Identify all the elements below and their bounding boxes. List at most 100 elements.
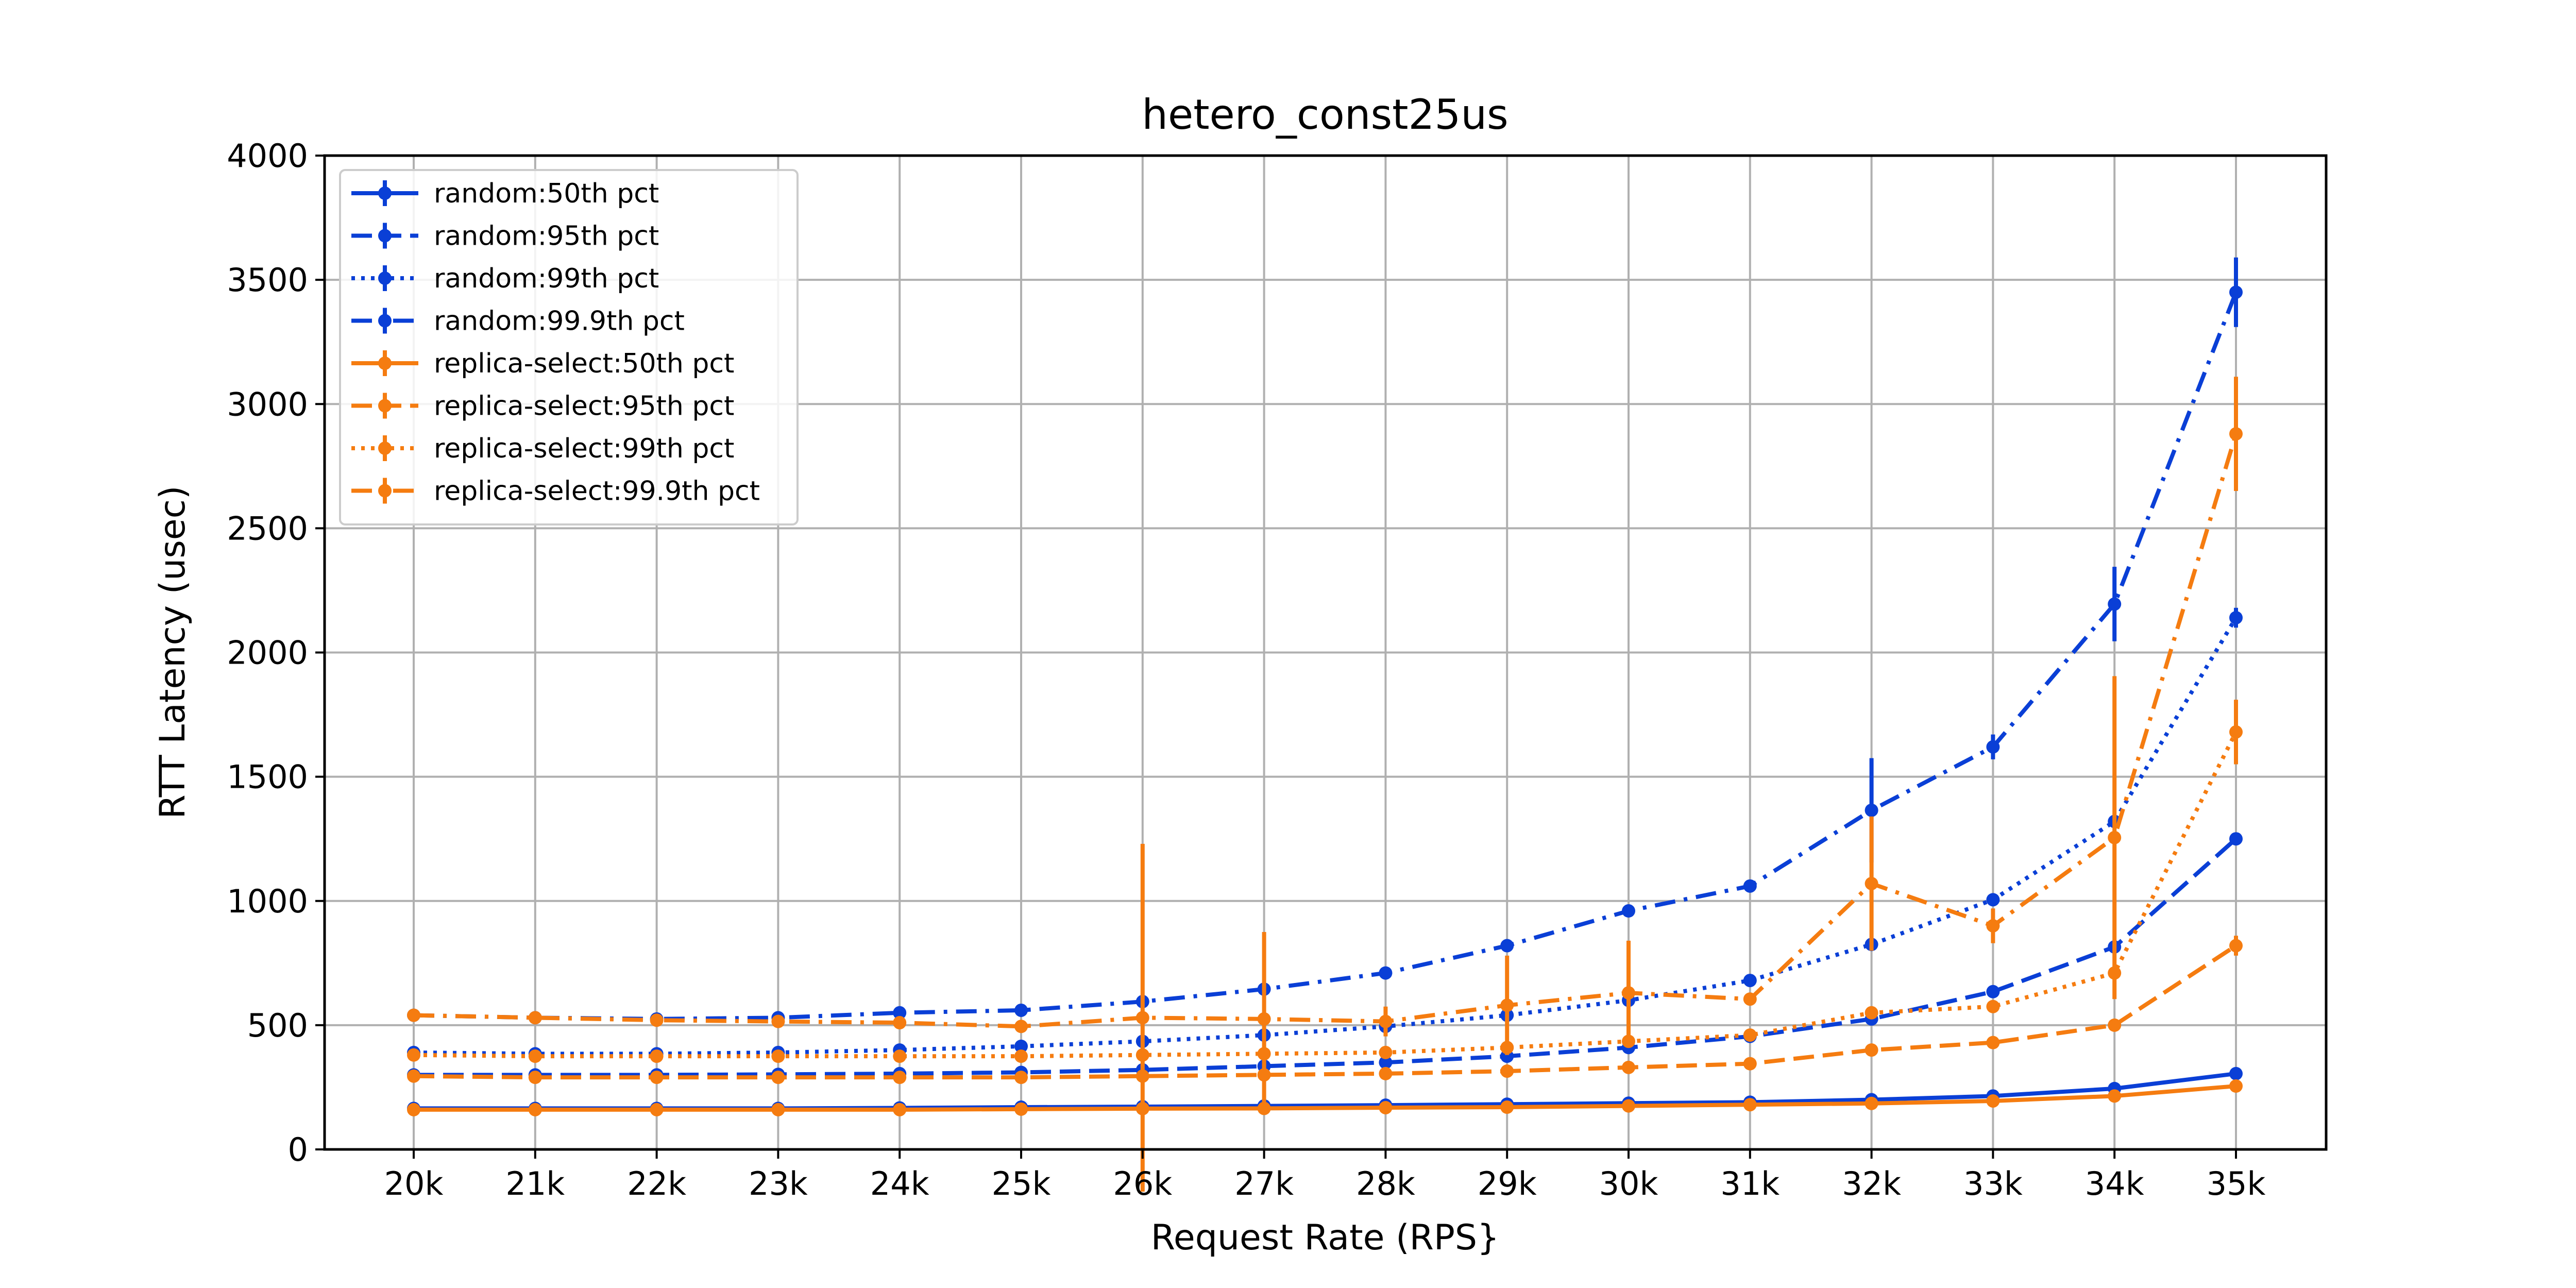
data-point [893,1049,907,1063]
data-point [1379,1066,1393,1080]
data-point [893,1103,907,1116]
data-point [1014,1020,1028,1033]
legend-label: random:50th pct [434,178,659,209]
data-point [2229,285,2243,299]
legend-entry: random:99th pct [351,263,659,294]
data-point [1379,1056,1393,1070]
data-point [1986,1036,2000,1049]
legend-marker [378,272,392,285]
x-tick-label: 32k [1842,1165,1901,1202]
legend-marker [378,484,392,498]
series-line [414,1084,2236,1112]
data-point [2229,427,2243,441]
data-point [1865,1096,1878,1110]
data-point [1622,1099,1635,1113]
data-point [771,1071,785,1084]
data-point [1865,876,1878,890]
x-axis-label: Request Rate (RPS} [1151,1217,1500,1258]
data-point [1986,919,2000,933]
data-point [2229,1079,2243,1093]
legend-marker [378,187,392,200]
data-point [1014,1071,1028,1084]
legend-marker [378,399,392,413]
x-tick-label: 24k [870,1165,929,1202]
data-point [1379,966,1393,980]
data-point [1865,803,1878,817]
series-5 [407,1079,2243,1116]
data-point [1014,1049,1028,1063]
data-point [771,1049,785,1063]
data-point [1014,1102,1028,1116]
legend-label: random:99th pct [434,263,659,294]
data-point [893,1016,907,1030]
x-tick-label: 29k [1478,1165,1537,1202]
data-point [1379,1100,1393,1114]
legend-entry: random:99.9th pct [351,306,685,337]
legend-label: random:99.9th pct [434,306,685,337]
legend-box [339,169,799,526]
data-point [1014,1003,1028,1017]
series-line [413,291,2238,1021]
data-point [407,1008,420,1022]
x-tick-label: 34k [2085,1165,2144,1202]
data-point [1379,1045,1393,1059]
legend-label: replica-select:50th pct [434,348,734,379]
data-point [1014,1039,1028,1053]
data-point [2229,939,2243,953]
data-point [2108,1089,2122,1103]
data-point [1865,1043,1878,1057]
x-tick-label: 31k [1720,1165,1780,1202]
x-tick-label: 20k [384,1165,444,1202]
y-tick-label: 3000 [227,385,308,423]
series-8 [407,377,2243,1192]
chart-title: hetero_const25us [1142,91,1508,139]
legend-entry: replica-select:99.9th pct [351,476,760,507]
data-point [1743,1028,1757,1042]
y-tick-label: 500 [247,1007,308,1044]
data-point [1500,939,1514,953]
data-point [528,1071,542,1084]
data-point [650,1013,664,1027]
data-point [893,1006,907,1020]
data-point [771,1103,785,1116]
data-point [650,1103,664,1116]
series-line [414,837,2238,1077]
y-tick-label: 2000 [227,634,308,672]
series-6 [407,936,2243,1084]
y-tick-label: 1500 [227,758,308,796]
x-tick-label: 27k [1234,1165,1294,1202]
data-point [771,1014,785,1028]
data-point [1743,1057,1757,1071]
series-line [413,731,2238,1059]
data-point [1622,1060,1635,1074]
series-line [413,944,2238,1080]
legend-entry: replica-select:50th pct [351,348,734,379]
series-layer [407,257,2243,1192]
data-point [2229,832,2243,846]
legend-label: random:95th pct [434,221,659,252]
series-line [413,616,2238,1056]
legend-label: replica-select:99.9th pct [434,476,760,507]
y-tick-label: 1000 [227,883,308,920]
data-point [1500,1064,1514,1078]
x-tick-label: 28k [1356,1165,1415,1202]
data-point [1136,1011,1149,1025]
data-point [1500,998,1514,1012]
data-point [650,1071,664,1084]
data-point [1743,974,1757,988]
data-point [1986,999,2000,1013]
x-tick-label: 21k [505,1165,565,1202]
data-point [893,1071,907,1084]
data-point [1379,1014,1393,1028]
legend-marker [378,314,392,328]
data-point [1986,740,2000,754]
x-tick-label: 33k [1963,1165,2023,1202]
legend-marker [378,357,392,370]
axis-ticks: 20k 21k 22k 23k 24k 25k 26k 27k 28k 29k 30k 31k 32k 3… [227,137,2265,1202]
legend-label: replica-select:99th pct [434,433,734,464]
legend-label: replica-select:95th pct [434,391,734,422]
data-point [1743,1098,1757,1112]
data-point [1743,992,1757,1006]
data-point [1865,1006,1878,1020]
